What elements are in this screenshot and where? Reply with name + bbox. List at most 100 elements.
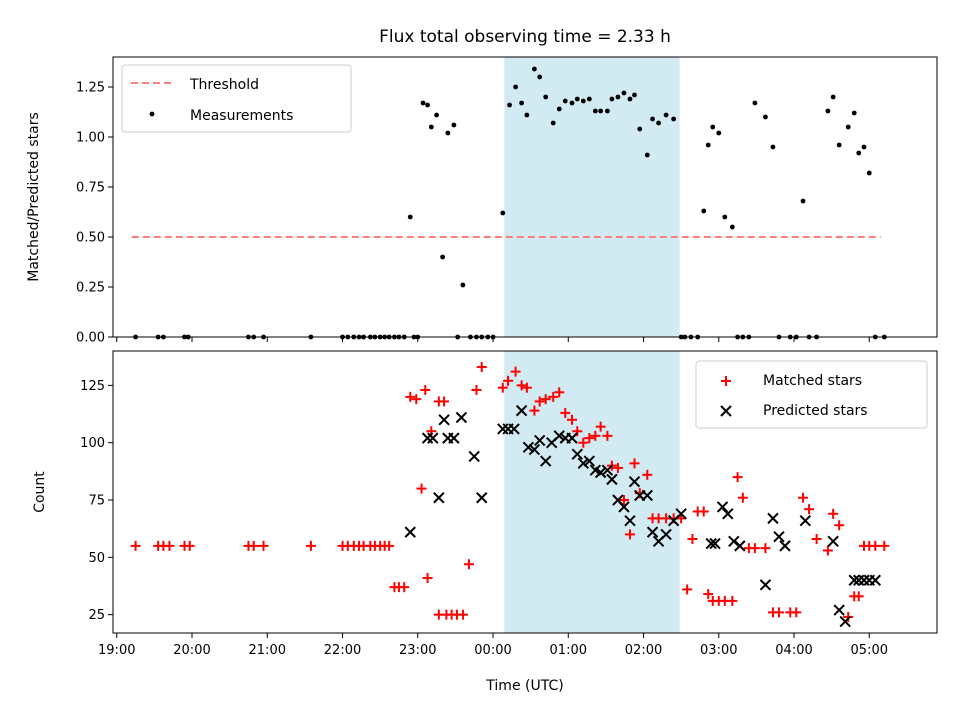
measurement-point [574, 96, 580, 102]
predicted-star-point [583, 455, 596, 467]
matched-star-point [602, 430, 613, 441]
matched-star-point [384, 540, 395, 551]
bottom-x-ticks: 19:00 20:00 21:00 22:00 23:00 00:00 01:00 02:00… [98, 633, 888, 658]
measurement-point [425, 102, 430, 108]
predicted-star-point [468, 450, 480, 463]
measurement-point [451, 122, 457, 128]
y-tick-label: 50 [88, 551, 105, 566]
bottom-legend: Matched stars Predicted stars [695, 360, 928, 429]
top-panel: Flux total observing time = 2.33 h 0.000… [26, 27, 938, 346]
matched-star-point [258, 540, 269, 551]
predicted-stars-legend-swatch [720, 405, 732, 417]
matched-star-point [618, 495, 629, 506]
observing-window-band [504, 57, 680, 337]
bottom-legend-box [695, 360, 928, 429]
measurement-point [650, 116, 655, 122]
top-y-ticks: 0.00 0.25 0.50 0.75 1.00 1.25 [76, 81, 113, 346]
measurement-point [543, 94, 549, 100]
measurement-point [716, 130, 722, 136]
predicted-star-point [858, 574, 870, 586]
top-legend-box [121, 64, 352, 133]
matched-star-point [828, 508, 839, 519]
predicted-star-point [734, 540, 746, 552]
predicted-star-point [716, 501, 729, 513]
matched-star-point [521, 382, 532, 393]
measurement-point [550, 120, 556, 126]
bottom-y-axis-label: Count [32, 471, 48, 513]
matched-star-point [439, 396, 450, 407]
measurement-point [519, 100, 525, 106]
matched-star-point [510, 366, 521, 377]
measurement-point [615, 94, 621, 100]
predicted-star-point [404, 526, 416, 538]
measurement-point [836, 142, 842, 148]
predicted-star-point [533, 434, 546, 447]
predicted-star-point [606, 473, 618, 486]
predicted-star-point [577, 457, 590, 470]
predicted-star-point [553, 430, 565, 442]
measurement-point [701, 208, 707, 214]
predicted-star-point [660, 528, 672, 541]
predicted-star-point [869, 574, 882, 586]
measurement-point [671, 116, 677, 122]
matched-star-point [578, 437, 589, 448]
measurement-point [407, 214, 413, 220]
matched-star-point [184, 540, 195, 551]
matched-star-point [305, 540, 316, 551]
matched-star-point [612, 462, 623, 473]
predicted-star-point [618, 501, 630, 513]
x-axis-label: Time (UTC) [485, 678, 563, 694]
predicted-star-point [675, 508, 687, 520]
measurement-point [537, 74, 543, 80]
matched-star-point [554, 387, 565, 398]
predicted-star-point [571, 448, 584, 460]
predicted-star-point [628, 475, 641, 488]
measurement-point [825, 108, 831, 114]
y-tick-label: 0.25 [76, 281, 105, 296]
matched-star-point [703, 589, 714, 600]
measurement-point [627, 96, 633, 102]
measurement-point [513, 84, 518, 90]
matched-star-point [411, 394, 422, 405]
matched-star-point [624, 529, 635, 540]
matched-star-point [529, 405, 540, 416]
predicted-star-point [508, 423, 520, 435]
predicted-star-point [455, 411, 468, 424]
measurement-point [609, 96, 615, 102]
measurement-point [710, 124, 716, 130]
matched-star-point [791, 607, 802, 618]
x-tick-label: 20:00 [173, 643, 210, 658]
matched-star-point [853, 591, 864, 602]
measurement-point [500, 210, 506, 216]
matched-star-point [682, 584, 693, 595]
predicted-star-point [767, 512, 779, 525]
predicted-star-point [759, 579, 772, 591]
matched-star-point [749, 543, 760, 554]
predicted-star-point [773, 531, 785, 543]
measurement-point [845, 124, 851, 130]
matched-star-point [548, 391, 559, 402]
matched-star-point [687, 534, 698, 544]
measurement-point [856, 150, 862, 156]
predicted-star-point [779, 540, 791, 552]
matched-star-point [405, 391, 416, 402]
measurement-point [763, 114, 768, 120]
matched-star-point [540, 394, 551, 405]
matched-star-point [457, 609, 468, 620]
measurement-point [598, 108, 604, 114]
matched-star-point [879, 540, 890, 551]
y-tick-label: 0.50 [76, 231, 105, 246]
measurement-point [800, 198, 806, 204]
matched-star-point [422, 572, 433, 583]
matched-star-point [727, 595, 738, 606]
matched-star-point [572, 426, 583, 437]
predicted-star-point [448, 432, 460, 444]
measurement-point [632, 92, 637, 98]
x-tick-label: 04:00 [775, 643, 812, 658]
predicted-star-point [799, 514, 812, 527]
predicted-star-point [624, 514, 636, 527]
measurement-point [460, 282, 466, 288]
predicted-star-point [528, 443, 541, 456]
legend-label-threshold: Threshold [189, 77, 259, 93]
predicted-star-point [476, 492, 488, 504]
